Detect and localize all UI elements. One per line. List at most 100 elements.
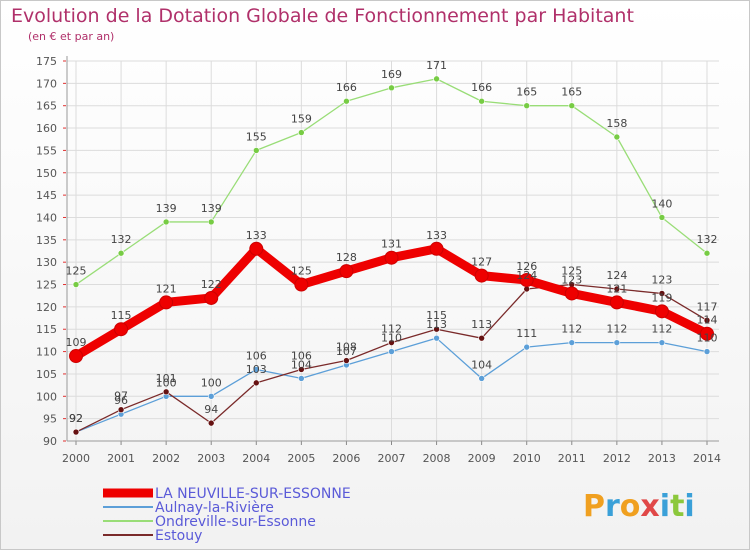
data-label: 92 — [69, 412, 83, 425]
data-point — [568, 102, 576, 110]
data-point — [298, 129, 305, 136]
data-point — [654, 304, 669, 319]
data-label: 139 — [156, 202, 177, 215]
data-point — [207, 419, 215, 427]
data-label: 139 — [201, 202, 222, 215]
data-label: 121 — [606, 282, 627, 295]
data-label: 140 — [651, 197, 672, 210]
data-point — [478, 334, 485, 342]
y-tick-label: 95 — [43, 413, 57, 426]
x-tick-label: 2012 — [603, 452, 631, 465]
logo-letter: x — [640, 489, 660, 524]
data-label: 100 — [201, 376, 222, 389]
data-point — [343, 357, 350, 364]
x-tick-label: 2000 — [62, 452, 90, 465]
data-label: 126 — [516, 260, 537, 273]
data-point — [298, 375, 305, 382]
data-label: 117 — [697, 300, 718, 313]
data-label: 111 — [516, 327, 537, 340]
data-label: 131 — [381, 238, 402, 251]
data-label: 132 — [697, 233, 718, 246]
data-point — [658, 339, 666, 346]
data-label: 109 — [66, 336, 87, 349]
logo-letter: t — [670, 489, 685, 524]
data-point — [204, 290, 219, 305]
data-label: 165 — [516, 86, 537, 99]
data-point — [703, 316, 711, 324]
logo-letter: r — [605, 489, 620, 524]
data-point — [252, 379, 260, 387]
y-tick-label: 115 — [36, 323, 57, 336]
data-label: 132 — [111, 233, 132, 246]
data-label: 166 — [471, 81, 492, 94]
x-tick-label: 2014 — [693, 452, 721, 465]
data-point — [568, 339, 576, 346]
legend-label: Estouy — [155, 528, 202, 544]
y-tick-label: 155 — [36, 144, 57, 157]
data-label: 110 — [381, 332, 402, 345]
logo-letter: i — [684, 489, 695, 524]
y-tick-label: 150 — [36, 167, 57, 180]
data-label: 106 — [291, 349, 312, 362]
data-label: 125 — [66, 265, 87, 278]
data-point — [339, 264, 354, 279]
data-label: 133 — [426, 229, 447, 242]
data-point — [613, 133, 621, 141]
legend-label: LA NEUVILLE-SUR-ESSONNE — [155, 486, 351, 502]
data-label: 128 — [336, 251, 357, 264]
logo-letter: P — [583, 489, 605, 524]
data-point — [207, 392, 215, 400]
data-label: 106 — [246, 349, 267, 362]
x-tick-label: 2010 — [513, 452, 541, 465]
data-label: 119 — [651, 291, 672, 304]
x-tick-label: 2001 — [107, 452, 135, 465]
data-label: 165 — [561, 86, 582, 99]
data-label: 158 — [606, 117, 627, 130]
data-label: 104 — [291, 358, 312, 371]
data-label: 94 — [204, 403, 218, 416]
y-tick-label: 135 — [36, 234, 57, 247]
data-point — [72, 428, 80, 436]
data-label: 100 — [156, 376, 177, 389]
y-tick-label: 175 — [36, 55, 57, 68]
data-label: 125 — [561, 265, 582, 278]
data-label: 123 — [561, 273, 582, 286]
data-point — [433, 334, 440, 342]
data-label: 169 — [381, 68, 402, 81]
x-tick-label: 2002 — [152, 452, 180, 465]
y-tick-label: 105 — [36, 368, 57, 381]
logo-letter: o — [619, 489, 641, 524]
y-tick-label: 130 — [36, 256, 57, 269]
data-point — [162, 388, 170, 396]
data-label: 123 — [651, 273, 672, 286]
x-tick-label: 2013 — [648, 452, 676, 465]
data-point — [388, 84, 395, 92]
data-point — [523, 102, 531, 110]
data-point — [433, 325, 440, 333]
data-point — [609, 295, 624, 310]
data-point — [613, 285, 621, 293]
data-point — [478, 375, 485, 382]
data-label: 159 — [291, 113, 312, 126]
y-tick-label: 90 — [43, 435, 57, 448]
x-tick-label: 2006 — [332, 452, 360, 465]
data-label: 104 — [471, 358, 492, 371]
data-label: 133 — [246, 229, 267, 242]
data-point — [117, 406, 125, 414]
data-point — [433, 75, 440, 83]
data-label: 115 — [426, 309, 447, 322]
data-point — [388, 348, 395, 355]
data-point — [658, 290, 666, 297]
data-label: 122 — [201, 278, 222, 291]
data-point — [69, 349, 83, 364]
data-point — [252, 366, 260, 373]
data-point — [114, 322, 129, 337]
y-tick-label: 170 — [36, 77, 57, 90]
x-tick-label: 2005 — [287, 452, 315, 465]
data-label: 112 — [561, 323, 582, 336]
data-point — [478, 97, 485, 105]
data-point — [564, 286, 579, 301]
chart-title: Evolution de la Dotation Globale de Fonc… — [11, 5, 634, 27]
data-label: 112 — [606, 323, 627, 336]
data-label: 92 — [69, 412, 83, 425]
